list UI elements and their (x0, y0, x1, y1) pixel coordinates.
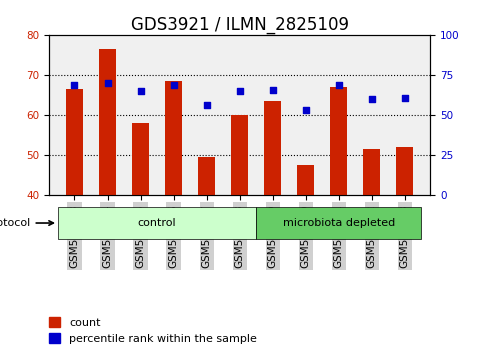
Bar (165, 81, 182, 195)
Point (103, 80, 111, 86)
Bar (198, 157, 214, 195)
Point (367, 96, 375, 102)
Bar (396, 147, 412, 195)
Bar (231, 115, 247, 195)
Point (136, 88, 144, 94)
Bar (330, 87, 346, 195)
Point (70, 82, 78, 87)
Legend: count, percentile rank within the sample: count, percentile rank within the sample (44, 313, 261, 348)
Text: control: control (138, 218, 176, 228)
Bar (66, 89, 82, 195)
Point (202, 103, 210, 108)
Bar (363, 149, 379, 195)
Point (268, 87, 276, 92)
Text: microbiota depleted: microbiota depleted (282, 218, 394, 228)
Bar (132, 123, 148, 195)
FancyBboxPatch shape (58, 207, 256, 239)
Title: GDS3921 / ILMN_2825109: GDS3921 / ILMN_2825109 (130, 16, 348, 34)
Point (235, 88, 243, 94)
Bar (99, 49, 116, 195)
Point (400, 95, 408, 101)
Text: protocol: protocol (0, 218, 53, 228)
Point (301, 107, 309, 113)
Point (334, 82, 342, 87)
Point (169, 82, 177, 87)
Bar (264, 101, 280, 195)
FancyBboxPatch shape (256, 207, 420, 239)
Bar (297, 165, 313, 195)
